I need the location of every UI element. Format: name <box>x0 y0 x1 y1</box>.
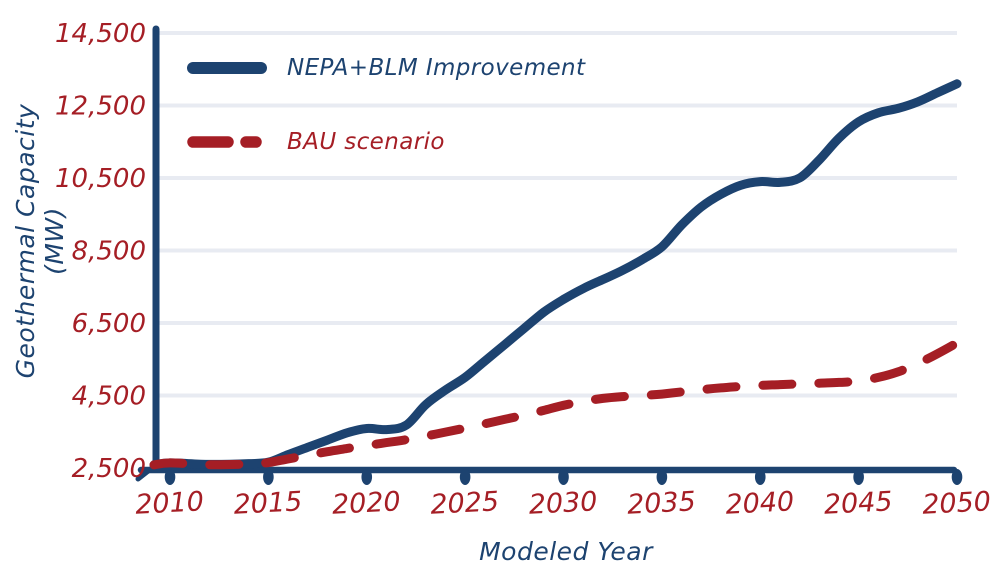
x-tick-label-2040: 2040 <box>725 486 795 521</box>
legend-item-nepa-blm: NEPA+BLM Improvement <box>186 54 585 82</box>
legend-label-bau: BAU scenario <box>287 129 445 155</box>
series-line-bau <box>149 338 962 470</box>
x-tick-label-2010: 2010 <box>134 486 204 521</box>
y-tick-label-6500: 6,500 <box>72 309 146 339</box>
y-tick-label-12500: 12,500 <box>55 92 146 122</box>
x-tick-2040 <box>754 469 766 485</box>
x-tick-label-2045: 2045 <box>823 486 893 521</box>
x-tick-2025 <box>459 469 471 485</box>
x-tick-2015 <box>263 469 274 485</box>
x-tick-label-2030: 2030 <box>528 486 598 521</box>
x-tick-2050 <box>951 469 963 485</box>
dashed-line-swatch-icon <box>187 136 262 148</box>
x-tick-2045 <box>853 469 864 485</box>
y-tick-label-14500: 14,500 <box>55 19 146 49</box>
x-axis-title: Modeled Year <box>479 537 653 566</box>
x-tick-2035 <box>656 469 668 485</box>
x-tick-label-2015: 2015 <box>233 486 303 521</box>
y-tick-label-4500: 4,500 <box>72 382 146 412</box>
y-axis-tail <box>135 465 155 482</box>
x-tick-label-2050: 2050 <box>921 486 991 521</box>
x-tick-2030 <box>558 469 569 485</box>
series-line-nepa-blm <box>149 79 962 470</box>
x-tick-label-2020: 2020 <box>331 486 401 521</box>
y-tick-label-10500: 10,500 <box>55 164 146 194</box>
x-tick-2020 <box>361 469 373 485</box>
x-tick-label-2035: 2035 <box>626 486 696 521</box>
legend-label-nepa-blm: NEPA+BLM Improvement <box>287 55 586 81</box>
y-tick-label-2500: 2,500 <box>72 454 146 484</box>
legend-item-bau: BAU scenario <box>186 128 445 156</box>
y-tick-label-8500: 8,500 <box>72 237 146 267</box>
x-tick-label-2025: 2025 <box>430 486 500 521</box>
solid-line-swatch-icon <box>187 62 267 74</box>
x-tick-2010 <box>164 469 176 485</box>
y-axis-title: Geothermal Capacity (MW) <box>11 103 69 379</box>
